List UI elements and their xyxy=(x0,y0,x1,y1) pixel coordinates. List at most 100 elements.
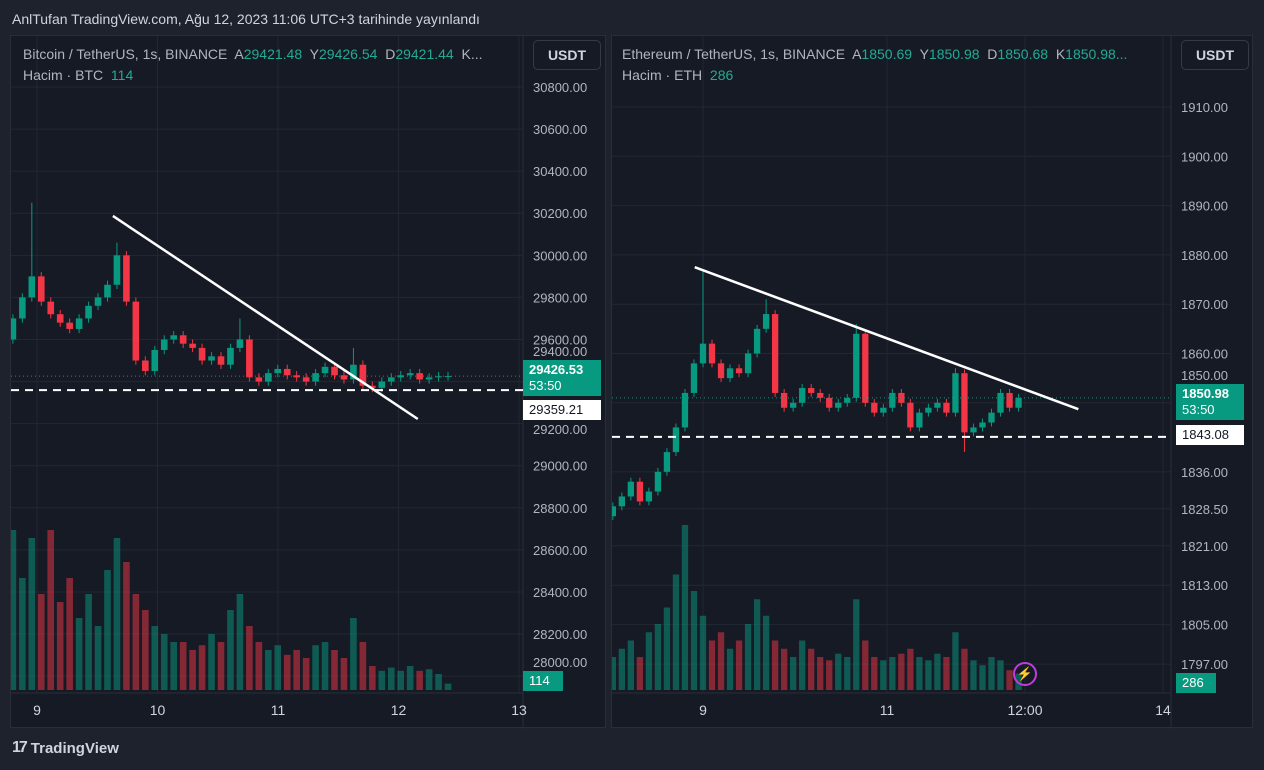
volume-bar xyxy=(654,624,662,690)
volume-bar xyxy=(862,640,869,690)
volume-bar xyxy=(189,650,196,690)
candle-body xyxy=(889,392,896,408)
volume-bar xyxy=(979,665,986,690)
candle-body xyxy=(378,381,386,388)
open-value: 1850.69 xyxy=(861,46,913,62)
y-tick-label: 1910.00 xyxy=(1181,100,1228,115)
volume-label[interactable]: Hacim · BTC xyxy=(23,67,104,83)
volume-label[interactable]: Hacim · ETH xyxy=(622,67,703,83)
volume-bar xyxy=(312,645,319,690)
candle-body xyxy=(654,471,662,492)
candle-body xyxy=(799,388,806,403)
x-tick-label: 12 xyxy=(391,702,407,718)
candle-body xyxy=(236,339,244,348)
candle-body xyxy=(104,284,111,298)
close-label: K... xyxy=(461,46,483,62)
volume-bar xyxy=(11,530,17,690)
volume-bar xyxy=(406,666,414,690)
y-tick-label: 1805.00 xyxy=(1181,618,1228,633)
volume-bar xyxy=(1006,670,1013,690)
candle-body xyxy=(387,377,395,382)
candle-body xyxy=(988,412,995,423)
candle-body xyxy=(762,314,770,329)
candle-body xyxy=(179,335,187,344)
candle-body xyxy=(350,364,357,380)
candle-body xyxy=(11,318,17,340)
candle-body xyxy=(925,407,932,413)
volume-bar xyxy=(321,642,329,690)
candle-body xyxy=(681,392,689,428)
volume-bar xyxy=(170,642,178,690)
candle-body xyxy=(283,368,291,376)
candle-body xyxy=(444,376,452,378)
volume-bar xyxy=(47,530,55,690)
candle-body xyxy=(198,347,206,361)
candle-body xyxy=(780,392,788,408)
candle-body xyxy=(862,333,869,403)
tradingview-footer: 17 TradingView xyxy=(12,739,119,757)
volume-bar xyxy=(961,648,968,690)
y-tick-label: 1870.00 xyxy=(1181,297,1228,312)
btc-legend: Bitcoin / TetherUS, 1s, BINANCE A29421.4… xyxy=(23,46,483,62)
candle-body xyxy=(979,422,986,428)
low-value: 29421.44 xyxy=(395,46,454,62)
eth-chart-pane[interactable]: 1910.00 1900.00 1890.00 1880.00 1870.00 1860.… xyxy=(611,35,1254,729)
candle-body xyxy=(636,481,644,502)
volume-bar xyxy=(274,645,282,690)
candle-body xyxy=(246,339,253,378)
y-tick-label: 1813.00 xyxy=(1181,578,1228,593)
volume-bar xyxy=(293,650,300,690)
volume-bar xyxy=(369,666,376,690)
candle-body xyxy=(274,368,282,374)
candle-body xyxy=(19,297,26,319)
volume-bar xyxy=(425,669,433,690)
volume-bar xyxy=(690,591,698,690)
volume-bar xyxy=(94,626,102,690)
volume-bar xyxy=(726,648,734,690)
candle-body xyxy=(340,375,348,380)
symbol-name[interactable]: Bitcoin / TetherUS, 1s, BINANCE xyxy=(23,46,228,62)
candle-body xyxy=(56,314,64,323)
candle-body xyxy=(753,328,761,354)
volume-bar xyxy=(302,658,310,690)
y-tick-label: 1860.00 xyxy=(1181,347,1228,362)
volume-bar xyxy=(916,657,923,690)
currency-button[interactable]: USDT xyxy=(533,40,601,70)
volume-bar xyxy=(627,640,635,690)
x-tick-label: 11 xyxy=(880,702,895,718)
candle-body xyxy=(160,339,168,350)
symbol-name[interactable]: Ethereum / TetherUS, 1s, BINANCE xyxy=(622,46,846,62)
btc-chart-canvas[interactable]: 30800.00 30600.00 30400.00 30200.00 30000.00… xyxy=(11,36,607,729)
x-tick-label: 14 xyxy=(1155,702,1171,718)
volume-bar xyxy=(826,660,833,690)
trend-line xyxy=(694,266,1079,411)
open-label: A xyxy=(852,46,862,62)
candle-body xyxy=(871,402,878,413)
volume-badge: 286 xyxy=(1176,673,1216,693)
candle-body xyxy=(844,397,851,403)
candle-body xyxy=(312,373,319,382)
open-value: 29421.48 xyxy=(243,46,303,62)
volume-bar xyxy=(997,660,1004,690)
currency-button[interactable]: USDT xyxy=(1181,40,1249,70)
line-price-badge: 1843.08 xyxy=(1176,425,1244,445)
y-tick-label: 28800.00 xyxy=(533,501,587,516)
lightning-icon[interactable]: ⚡ xyxy=(1013,662,1037,686)
volume-bar xyxy=(934,653,941,690)
volume-value: 114 xyxy=(110,67,134,83)
volume-bar xyxy=(113,538,121,690)
volume-bar xyxy=(104,570,111,690)
btc-chart-pane[interactable]: 30800.00 30600.00 30400.00 30200.00 30000.00… xyxy=(10,35,607,729)
volume-bar xyxy=(771,640,779,690)
volume-bar xyxy=(970,660,977,690)
volume-bar xyxy=(612,657,616,690)
volume-bar xyxy=(717,632,725,690)
candle-body xyxy=(997,392,1004,413)
candle-body xyxy=(808,388,815,393)
candle-body xyxy=(817,392,824,398)
volume-bar xyxy=(753,599,761,690)
eth-chart-canvas[interactable]: 1910.00 1900.00 1890.00 1880.00 1870.00 1860.… xyxy=(612,36,1254,729)
candle-body xyxy=(907,402,914,428)
volume-bar xyxy=(198,645,206,690)
candle-body xyxy=(690,363,698,393)
